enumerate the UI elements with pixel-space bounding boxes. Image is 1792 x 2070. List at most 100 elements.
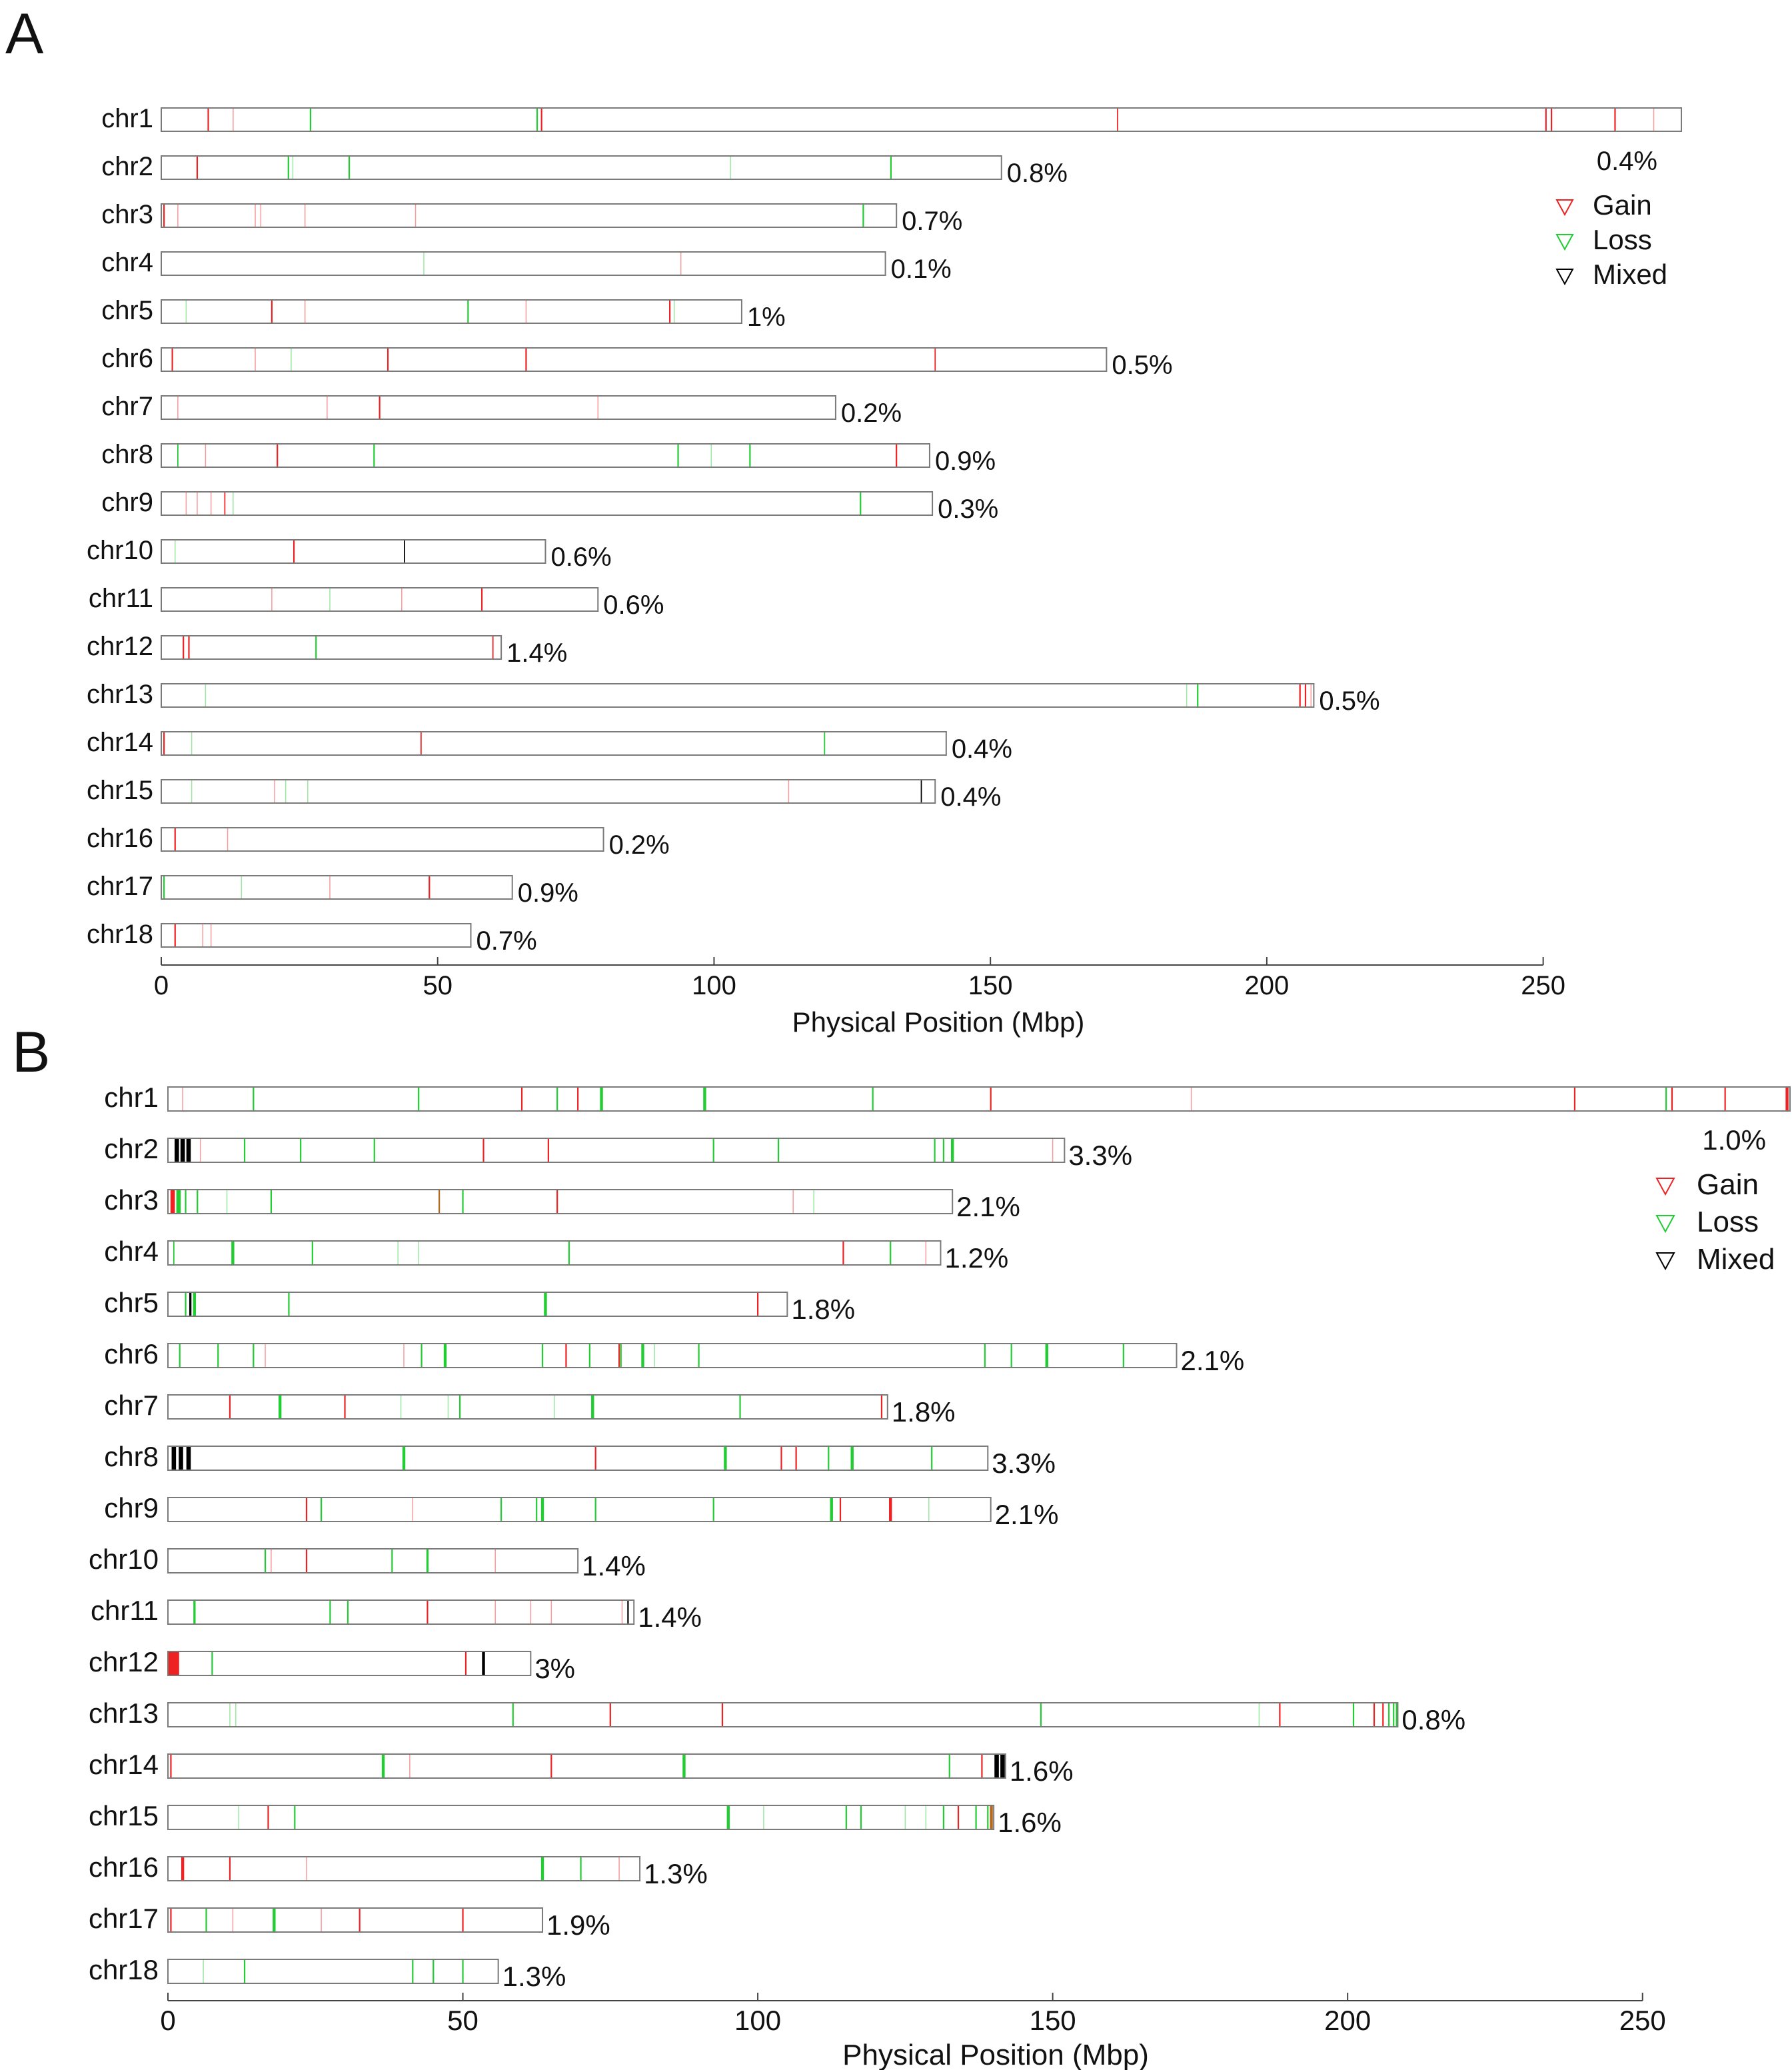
chromosome-percent: 2.1% bbox=[1181, 1345, 1245, 1376]
variant-mark-gain bbox=[305, 1498, 308, 1521]
variant-mark-gain bbox=[409, 1755, 411, 1777]
variant-mark-gain bbox=[494, 1601, 496, 1623]
variant-mark-loss bbox=[813, 1190, 814, 1213]
chromosome-bar bbox=[167, 1446, 989, 1471]
variant-mark-loss bbox=[163, 876, 165, 898]
chromosome-percent: 0.8% bbox=[1401, 1704, 1465, 1735]
variant-mark-gain bbox=[721, 1703, 724, 1726]
variant-mark-gain bbox=[304, 205, 306, 227]
chromosome-label: chr9 bbox=[104, 1492, 159, 1524]
variant-mark-gain bbox=[520, 1088, 523, 1110]
chromosome-label: chr17 bbox=[87, 872, 153, 901]
x-tick-label: 50 bbox=[447, 2005, 478, 2036]
variant-mark-loss bbox=[541, 1344, 544, 1367]
chromosome-chr1: chr1 0.4% bbox=[101, 104, 1682, 176]
variant-mark-loss bbox=[243, 1960, 246, 1983]
chromosome-bar bbox=[167, 1394, 888, 1420]
chromosome-chr6: chr6 0.5% bbox=[101, 344, 1172, 380]
chromosome-chr17: chr17 1.9% bbox=[89, 1903, 610, 1941]
legend-gain-triangle-icon bbox=[1655, 1178, 1675, 1196]
variant-mark-loss bbox=[860, 1806, 862, 1829]
variant-mark-loss bbox=[620, 1344, 622, 1367]
chromosome-bar bbox=[167, 1959, 499, 1984]
chromosome-chr16: chr16 0.2% bbox=[87, 824, 670, 860]
chromosome-percent: 0.4% bbox=[952, 734, 1012, 764]
variant-mark-loss bbox=[942, 1139, 944, 1162]
chromosome-percent: 1.0% bbox=[1702, 1124, 1766, 1156]
variant-mark-mixed bbox=[404, 540, 405, 562]
chromosome-percent: 1.3% bbox=[502, 1961, 566, 1992]
variant-mark-loss bbox=[845, 1806, 847, 1829]
chromosome-percent: 1.6% bbox=[1010, 1755, 1074, 1787]
chromosome-label: chr6 bbox=[104, 1338, 159, 1370]
variant-mark-mixed bbox=[179, 1447, 183, 1470]
variant-mark-gain bbox=[609, 1703, 611, 1726]
chromosome-percent: 1.6% bbox=[998, 1807, 1062, 1838]
variant-mark-loss bbox=[673, 301, 675, 323]
variant-mark-loss bbox=[418, 1088, 420, 1110]
chromosome-label: chr14 bbox=[87, 728, 153, 757]
variant-mark-gain bbox=[1117, 109, 1118, 131]
legend-loss-triangle-icon bbox=[1655, 1215, 1675, 1234]
variant-mark-gain bbox=[229, 1396, 231, 1418]
variant-mark-loss bbox=[315, 636, 317, 658]
variant-mark-loss bbox=[1352, 1703, 1355, 1726]
variant-mark-loss bbox=[654, 1344, 655, 1367]
chromosome-label: chr8 bbox=[104, 1441, 159, 1472]
variant-mark-loss bbox=[287, 157, 289, 179]
variant-mark-loss bbox=[540, 1498, 544, 1521]
chromosome-bar bbox=[167, 1086, 1791, 1112]
variant-mark-loss bbox=[391, 1550, 393, 1572]
variant-mark-mixed bbox=[174, 1139, 179, 1162]
variant-mark-loss bbox=[191, 732, 193, 754]
chromosome-percent: 0.7% bbox=[902, 207, 962, 236]
variant-mark-gain bbox=[792, 1190, 794, 1213]
chromosome-percent: 0.9% bbox=[518, 878, 578, 908]
chromosome-percent: 1.2% bbox=[944, 1242, 1008, 1274]
variant-mark-loss bbox=[1258, 1703, 1260, 1726]
variant-mark-loss bbox=[300, 1139, 302, 1162]
variant-mark-gain bbox=[550, 1755, 552, 1777]
variant-mark-gain bbox=[556, 1190, 558, 1213]
variant-mark-loss bbox=[824, 732, 826, 754]
chromosome-label: chr18 bbox=[87, 920, 153, 949]
chromosome-label: chr6 bbox=[101, 344, 153, 373]
variant-mark-loss bbox=[285, 780, 287, 802]
variant-mark-loss bbox=[241, 876, 243, 898]
variant-mark-loss bbox=[860, 493, 862, 515]
variant-mark-loss bbox=[309, 109, 312, 131]
chromosome-percent: 1% bbox=[747, 303, 786, 332]
variant-mark-loss bbox=[185, 301, 187, 323]
legend-gain-label: Gain bbox=[1697, 1168, 1759, 1201]
variant-mark-loss bbox=[536, 109, 538, 131]
variant-mark-loss bbox=[536, 1498, 538, 1521]
variant-mark-loss bbox=[1393, 1703, 1395, 1726]
x-tick-label: 200 bbox=[1245, 971, 1290, 1000]
variant-mark-loss bbox=[890, 1242, 892, 1264]
chromosome-chr4: chr4 1.2% bbox=[104, 1236, 1008, 1274]
chromosome-percent: 0.5% bbox=[1112, 351, 1172, 380]
chromosome-percent: 0.6% bbox=[550, 542, 611, 572]
variant-mark-loss bbox=[942, 1806, 944, 1829]
chromosome-chr10: chr10 1.4% bbox=[89, 1544, 646, 1581]
variant-mark-gain bbox=[227, 828, 229, 850]
variant-mark-gain bbox=[1373, 1703, 1375, 1726]
chromosome-chr12: chr12 3% bbox=[89, 1646, 575, 1684]
chromosome-chr7: chr7 1.8% bbox=[104, 1390, 955, 1428]
variant-mark-loss bbox=[447, 1396, 449, 1418]
chromosome-bar bbox=[167, 1651, 532, 1676]
variant-mark-loss bbox=[594, 1498, 596, 1521]
variant-mark-loss bbox=[724, 1447, 727, 1470]
chromosome-chr14: chr14 1.6% bbox=[89, 1749, 1074, 1787]
variant-mark-gain bbox=[839, 1498, 842, 1521]
variant-mark-gain bbox=[327, 397, 328, 419]
variant-mark-gain bbox=[274, 780, 275, 802]
chromosome-chr4: chr4 0.1% bbox=[101, 248, 952, 284]
variant-mark-loss bbox=[1665, 1088, 1667, 1110]
variant-mark-loss bbox=[253, 1088, 255, 1110]
variant-mark-loss bbox=[329, 588, 331, 610]
variant-mark-gain bbox=[255, 349, 256, 371]
variant-mark-gain bbox=[880, 1396, 883, 1418]
variant-mark-loss bbox=[1197, 684, 1199, 706]
variant-mark-gain bbox=[1310, 684, 1312, 706]
